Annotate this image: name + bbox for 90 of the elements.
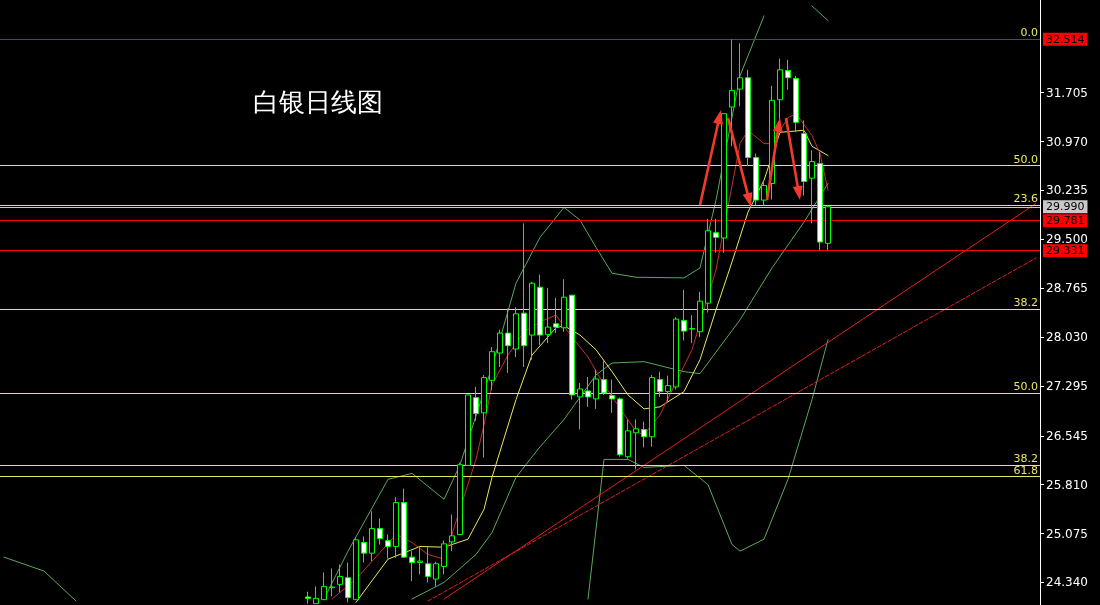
candlestick [625, 419, 631, 460]
y-tick-label: 28.765 [1046, 281, 1088, 296]
candlestick [377, 518, 383, 545]
candlestick [801, 119, 807, 196]
candlestick [457, 462, 463, 536]
ref-line-label: 29.990 [1046, 200, 1085, 214]
annotation: 23.6 [1013, 192, 1038, 206]
candlestick [793, 75, 799, 133]
candlestick [753, 153, 759, 206]
y-tick-label: 30.970 [1046, 134, 1088, 149]
candlestick [817, 151, 823, 251]
candlestick [425, 546, 431, 583]
candlestick [729, 38, 735, 147]
candlestick [761, 179, 767, 206]
candlestick [481, 374, 487, 458]
y-tick-label: 27.295 [1046, 378, 1088, 393]
y-tick-label: 28.030 [1046, 330, 1088, 345]
candlestick [705, 218, 711, 313]
candlestick [641, 421, 647, 448]
candlestick [649, 374, 655, 448]
y-tick-label: 25.810 [1046, 477, 1088, 492]
y-tick-label: 24.340 [1046, 575, 1088, 590]
candlestick [321, 571, 327, 601]
candlestick [809, 149, 815, 224]
candlestick [433, 561, 439, 587]
y-tick-label: 31.705 [1046, 85, 1088, 100]
ref-line-label: 32.514 [1046, 32, 1085, 46]
candlestick [513, 306, 519, 358]
candlestick [593, 369, 599, 410]
ref-line-label: 29.781 [1046, 214, 1085, 228]
y-tick-label: 25.075 [1046, 526, 1088, 541]
candlestick [785, 59, 791, 91]
candlestick [345, 561, 351, 603]
candlestick [609, 379, 615, 414]
ref-line-label: 29.331 [1046, 244, 1085, 258]
annotation: 61.8 [1013, 463, 1038, 477]
candlestick [329, 567, 335, 597]
y-tick-label: 26.545 [1046, 428, 1088, 443]
candlestick [713, 218, 719, 254]
candlestick [385, 534, 391, 559]
candlestick [441, 540, 447, 575]
annotation: 50.0 [1013, 379, 1038, 393]
candlestick [465, 394, 471, 467]
candlestick [577, 382, 583, 430]
candlestick [585, 376, 591, 408]
candlestick [449, 514, 455, 552]
candlestick [353, 536, 359, 601]
candlestick [745, 69, 751, 167]
candlestick [665, 375, 671, 403]
candlestick [633, 419, 639, 470]
line-series [587, 339, 829, 600]
candlestick [689, 314, 695, 344]
candlestick [361, 536, 367, 563]
candlestick [313, 585, 319, 605]
candlestick [305, 591, 311, 605]
candlestick [673, 316, 679, 391]
candlestick [545, 287, 551, 344]
candlestick [497, 329, 503, 368]
candlestick [825, 204, 831, 251]
candlestick [521, 222, 527, 368]
candlestick [393, 496, 399, 559]
annotation: 38.2 [1013, 452, 1038, 466]
candlestick [401, 488, 407, 559]
text: 白银日线图 [253, 87, 383, 117]
candlestick [601, 358, 607, 396]
candlestick [409, 550, 415, 582]
candlestick [369, 510, 375, 562]
line-series [411, 182, 829, 600]
candlestick [721, 113, 727, 254]
candlestick [553, 297, 559, 334]
candlestick [473, 386, 479, 422]
y-tick-label: 29.500 [1046, 232, 1088, 247]
candlestick [681, 289, 687, 341]
y-tick-label: 30.235 [1046, 183, 1088, 198]
candlestick [529, 281, 535, 361]
candlestick [737, 42, 743, 107]
candlestick [777, 58, 783, 121]
candlestick [489, 346, 495, 391]
candlestick [561, 278, 567, 333]
candlestick [657, 371, 663, 398]
candlestick [617, 397, 623, 458]
candlestick [417, 546, 423, 575]
annotation: 38.2 [1013, 296, 1038, 310]
annotation: 50.0 [1013, 152, 1038, 166]
candlestick [697, 291, 703, 338]
candlestick [569, 294, 575, 401]
candlestick [337, 563, 343, 593]
candlestick [537, 274, 543, 346]
candlestick [505, 307, 511, 374]
annotation: 0.0 [1020, 25, 1038, 39]
